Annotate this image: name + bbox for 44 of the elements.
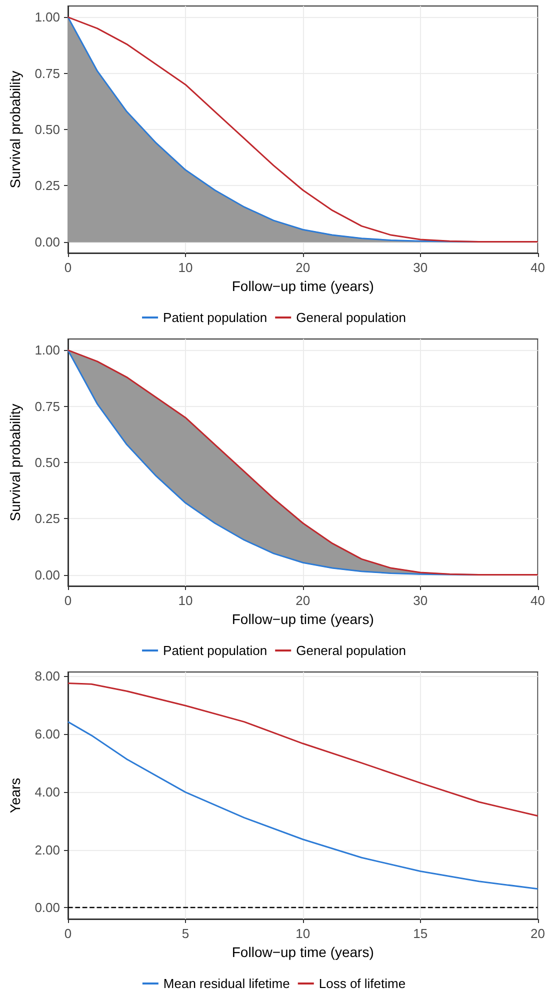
x-tick-label: 10 (296, 926, 310, 941)
x-tick-label: 15 (413, 926, 428, 941)
x-tick-label: 5 (182, 926, 190, 941)
x-tick-label: 10 (178, 593, 193, 608)
x-axis-title: Follow−up time (years) (232, 278, 374, 294)
y-tick-label: 0.75 (34, 66, 60, 81)
x-tick-label: 20 (530, 926, 546, 941)
line-series (67, 682, 539, 817)
y-tick-label: 6.00 (34, 726, 60, 742)
x-tick-label: 30 (413, 593, 428, 608)
legend-label: General population (296, 310, 406, 325)
y-tick-label: 1.00 (34, 342, 60, 358)
y-tick-label: 0.00 (34, 900, 60, 916)
x-axis-title: Follow−up time (years) (232, 944, 374, 960)
y-tick-label: 8.00 (34, 668, 60, 684)
x-tick-label: 0 (64, 260, 72, 275)
y-tick-label: 0.75 (34, 398, 60, 414)
y-axis-title: Years (7, 778, 23, 814)
y-tick-label: 0.25 (34, 511, 60, 526)
y-tick-label: 0.50 (34, 122, 60, 137)
x-tick-label: 40 (530, 593, 546, 608)
x-tick-label: 0 (64, 926, 72, 941)
legend-label: Patient population (163, 310, 268, 325)
legend-label: Loss of lifetime (318, 976, 406, 991)
y-tick-label: 0.25 (34, 178, 60, 194)
legend-label: Patient population (163, 643, 268, 658)
y-tick-label: 0.00 (34, 567, 60, 582)
x-tick-label: 20 (296, 593, 310, 608)
x-tick-label: 30 (413, 260, 428, 275)
line-series (67, 721, 539, 890)
y-axis-title: Survival probability (7, 404, 23, 522)
x-tick-label: 20 (296, 260, 310, 275)
y-tick-label: 4.00 (34, 784, 60, 800)
x-tick-label: 0 (64, 593, 72, 608)
y-tick-label: 1.00 (34, 10, 60, 25)
x-tick-label: 10 (178, 260, 193, 275)
legend-label: Mean residual lifetime (163, 976, 290, 991)
y-tick-label: 0.50 (34, 455, 60, 470)
x-axis-title: Follow−up time (years) (232, 611, 374, 627)
y-tick-label: 0.00 (34, 234, 60, 250)
legend-label: General population (296, 643, 406, 658)
x-tick-label: 40 (530, 260, 546, 275)
y-tick-label: 2.00 (34, 842, 60, 858)
y-axis-title: Survival probability (7, 70, 23, 188)
